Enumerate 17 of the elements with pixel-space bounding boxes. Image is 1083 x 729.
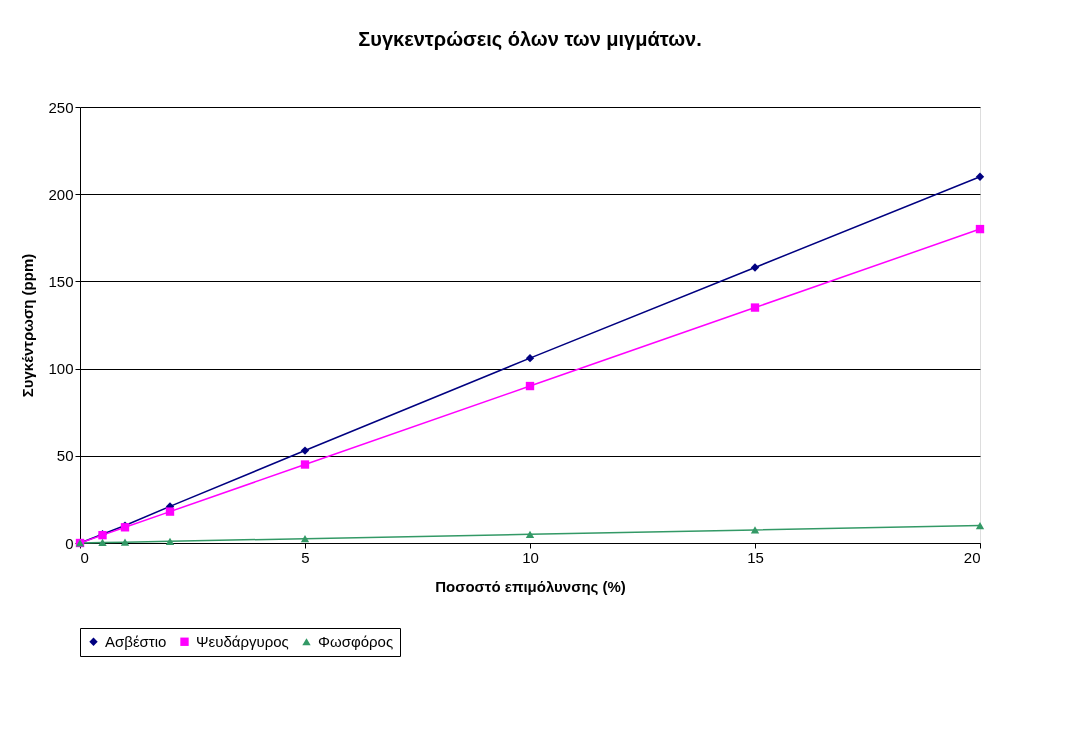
legend-label: Ψευδάργυρος	[196, 632, 289, 650]
y-axis-title: Συγκέντρωση (ppm)	[19, 253, 37, 398]
x-tick-label: 10	[522, 548, 539, 566]
x-tick-label: 20	[963, 548, 981, 566]
chart-title: Συγκεντρώσεις όλων των μιγμάτων.	[358, 28, 702, 50]
x-tick-label: 5	[301, 548, 310, 566]
y-tick-label: 200	[48, 185, 74, 203]
y-tick-label: 100	[48, 360, 74, 378]
x-axis-title: Ποσοστό επιμόλυνσης (%)	[435, 577, 626, 595]
y-tick-label: 50	[56, 447, 74, 465]
x-tick-label: 15	[747, 548, 764, 566]
legend-label: Ασβέστιο	[105, 632, 167, 650]
x-tick-label: 0	[80, 548, 89, 566]
y-tick-label: 150	[48, 272, 74, 290]
y-tick-label: 250	[48, 98, 74, 116]
y-tick-label: 0	[65, 534, 74, 552]
legend-label: Φωσφόρος	[318, 632, 394, 650]
